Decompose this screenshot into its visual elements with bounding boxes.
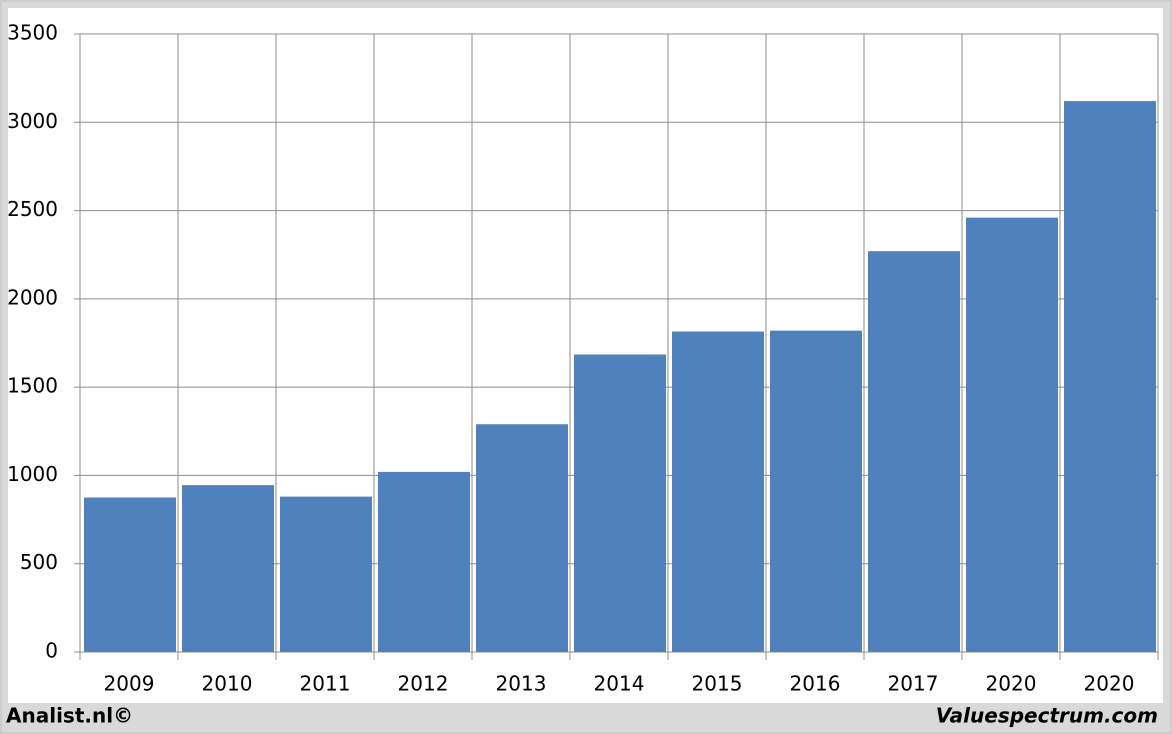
x-tick-label: 2020 (1084, 672, 1135, 696)
x-tick-label: 2009 (104, 672, 155, 696)
x-tick-label: 2014 (594, 672, 645, 696)
x-tick-label: 2013 (496, 672, 547, 696)
x-tick-label: 2011 (300, 672, 351, 696)
bar (672, 331, 764, 652)
bar (574, 354, 666, 652)
bar (84, 497, 176, 652)
bar (770, 330, 862, 652)
bar (476, 424, 568, 652)
bar (868, 251, 960, 652)
footer-right: Valuespectrum.com (936, 704, 1158, 728)
y-tick-label: 0 (45, 639, 58, 663)
bar (1064, 101, 1156, 652)
bar (378, 471, 470, 652)
x-tick-label: 2012 (398, 672, 449, 696)
bar (280, 496, 372, 652)
x-tick-label: 2010 (202, 672, 253, 696)
y-tick-label: 3000 (7, 109, 58, 133)
x-tick-label: 2016 (790, 672, 841, 696)
y-tick-label: 1500 (7, 374, 58, 398)
footer-left: Analist.nl© (6, 704, 133, 728)
x-tick-label: 2020 (986, 672, 1037, 696)
y-tick-label: 500 (20, 550, 58, 574)
bar (182, 485, 274, 652)
bar (966, 217, 1058, 653)
y-tick-label: 2000 (7, 285, 58, 309)
y-tick-label: 1000 (7, 462, 58, 486)
x-tick-label: 2017 (888, 672, 939, 696)
y-tick-label: 3500 (7, 21, 58, 45)
y-tick-label: 2500 (7, 197, 58, 221)
x-tick-label: 2015 (692, 672, 743, 696)
